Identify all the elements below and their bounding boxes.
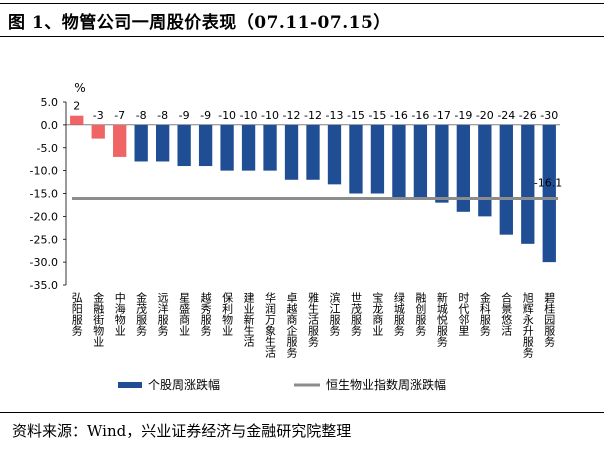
y-tick-label: -10.0 [30,165,58,178]
bar [263,124,277,171]
bar [306,124,320,180]
y-tick-label: 5.0 [41,96,59,109]
title-rule [0,36,604,37]
bar [542,124,556,263]
x-tick-label: 星盛商业 [178,292,191,336]
bar [499,124,513,235]
top-rule [0,3,604,4]
legend-line-label: 恒生物业指数周涨跌幅 [326,377,446,392]
x-tick-label: 旭辉永升服务 [521,291,534,358]
bar [349,124,363,194]
x-tick-label: 雅生活服务 [307,291,320,347]
y-tick-label: -25.0 [30,233,58,246]
x-tick-label: 保利物业 [221,291,234,336]
x-tick-label: 宝龙商业 [371,291,384,336]
bar-value-label: -20 [476,109,494,122]
bar [198,124,213,167]
x-tick-labels: 弘阳服务 金融街物业 中海物业 金茂服务 远洋服务 星盛商业 越秀服务 保利物业 建业新生活 华润… [70,291,556,359]
bar [370,124,385,194]
x-tick-label: 远洋服务 [156,292,169,336]
y-tick-label: -20.0 [30,210,58,223]
bar-value-label: -9 [179,109,190,122]
y-tick-label: -30.0 [30,256,58,269]
legend: 个股周涨跌幅 恒生物业指数周涨跌幅 [118,377,446,392]
x-tick-label: 融创服务 [414,292,427,336]
bar-value-label: -10 [240,109,258,122]
bar [134,124,148,162]
x-tick-label: 绿城服务 [392,291,405,336]
y-axis: 5.0 0.0 -5.0 -10.0 -15.0 -20.0 -25.0 -30.0 -35.0 [30,96,560,292]
x-tick-label: 金科服务 [478,291,491,336]
x-tick-label: 金茂服务 [135,291,148,336]
x-tick-label: 越秀服务 [199,291,212,336]
x-tick-label: 卓越商企服务 [285,292,298,358]
bar-value-label: -24 [497,109,515,122]
bar [435,124,449,203]
bar-value-label: -15 [368,109,386,122]
bar-value-label: 2 [73,100,80,113]
bar [91,124,105,139]
figure-title: 图 1、物管公司一周股价表现（07.11-07.15） [8,13,391,33]
bar-value-label: -26 [519,109,537,122]
value-labels: 2-3 -7 -8 -8 -9 -9 -10 -10 -10 -12 -12 -13 -15 -15 -16… [73,100,558,122]
bar-value-label: -7 [114,109,125,122]
bar [521,124,535,244]
x-tick-label: 中海物业 [113,292,126,336]
bars [70,115,556,263]
bar [155,124,170,162]
x-tick-label: 新城悦服务 [435,291,448,347]
bar-value-label: -3 [93,109,104,122]
y-tick-label: -15.0 [30,188,58,201]
y-tick-label: 0.0 [41,119,59,132]
index-line-group: -16.1 [72,177,562,201]
bar-value-label: -15 [347,109,365,122]
bar [478,124,492,217]
x-tick-label: 弘阳服务 [70,292,83,336]
source-rule [0,412,604,413]
bar [70,115,84,125]
y-unit-label: % [74,81,85,95]
y-tick-label: -5.0 [37,142,58,155]
bar-value-label: -13 [325,109,343,122]
x-tick-label: 碧桂园服务 [543,292,556,347]
x-tick-label: 金融街物业 [92,291,105,347]
legend-bar-swatch [118,382,142,388]
x-tick-label: 华润万象生活 [264,291,277,359]
source-note: 资料来源：Wind，兴业证券经济与金融研究院整理 [12,422,352,440]
bar-value-label: -8 [136,109,147,122]
bar [456,124,471,212]
bar [220,124,234,171]
bar [113,124,127,157]
bar-value-label: -16 [411,109,429,122]
bar-value-label: -30 [540,109,558,122]
bar-value-label: -8 [157,109,168,122]
bar [327,124,342,185]
bar-value-label: -12 [283,109,301,122]
legend-bar-label: 个股周涨跌幅 [148,377,220,392]
x-tick-label: 滨江服务 [328,291,341,336]
bar-value-label: -10 [218,109,236,122]
bar-value-label: -16 [390,109,408,122]
index-line-label: -16.1 [534,177,562,190]
bar [413,124,428,199]
bar [392,124,406,199]
bar-value-label: -12 [304,109,322,122]
bar [284,124,299,180]
bar-value-label: -10 [261,109,279,122]
bar [241,124,256,171]
bar-value-label: -9 [200,109,211,122]
bar [177,124,191,167]
x-tick-label: 合景悠活 [500,291,513,337]
chart: % 5.0 0.0 -5.0 -10.0 -15.0 -20.0 -25.0 -30.0 -35… [30,81,563,392]
x-tick-label: 建业新生活 [242,291,255,348]
x-tick-label: 世茂服务 [349,292,362,336]
y-tick-label: -35.0 [30,279,58,292]
bar-value-label: -19 [454,109,472,122]
bar-value-label: -17 [433,109,451,122]
x-tick-label: 时代邻里 [457,292,470,336]
